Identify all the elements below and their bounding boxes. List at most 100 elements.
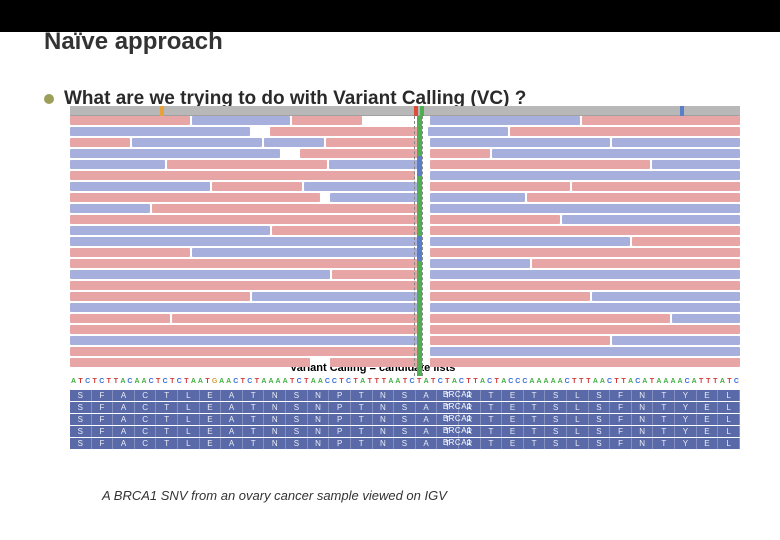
- sequence-base: A: [275, 376, 282, 387]
- sequence-base: A: [543, 376, 550, 387]
- sequence-base: T: [613, 376, 620, 387]
- sequence-base: A: [655, 376, 662, 387]
- aligned-read: [430, 314, 670, 323]
- aligned-read: [70, 149, 280, 158]
- aligned-read: [272, 226, 417, 235]
- aligned-read: [572, 182, 740, 191]
- sequence-base: T: [338, 376, 345, 387]
- aligned-read: [70, 215, 417, 224]
- sequence-base: T: [472, 376, 479, 387]
- sequence-base: T: [380, 376, 387, 387]
- sequence-base: A: [557, 376, 564, 387]
- aligned-read: [304, 182, 417, 191]
- aligned-read: [582, 116, 740, 125]
- sequence-base: C: [486, 376, 493, 387]
- ruler-mark: [420, 106, 424, 116]
- sequence-base: C: [733, 376, 740, 387]
- sequence-base: A: [500, 376, 507, 387]
- aligned-read: [192, 248, 417, 257]
- aligned-read: [70, 138, 130, 147]
- aligned-read: [428, 127, 508, 136]
- sequence-base: A: [190, 376, 197, 387]
- aa-track-label: BRCA1: [443, 402, 472, 411]
- sequence-base: A: [691, 376, 698, 387]
- sequence-base: T: [91, 376, 98, 387]
- sequence-base: C: [162, 376, 169, 387]
- sequence-base: C: [564, 376, 571, 387]
- igv-reads-pane: allila Variant Calling = candidate lists: [70, 116, 740, 376]
- sequence-base: T: [289, 376, 296, 387]
- sequence-base: T: [239, 376, 246, 387]
- sequence-base: C: [126, 376, 133, 387]
- aligned-read: [70, 347, 417, 356]
- aligned-read: [70, 303, 417, 312]
- aligned-read: [332, 270, 417, 279]
- aligned-read: [592, 292, 740, 301]
- sequence-base: C: [324, 376, 331, 387]
- aligned-read: [430, 215, 560, 224]
- sequence-base: A: [627, 376, 634, 387]
- aligned-read: [430, 226, 740, 235]
- sequence-base: T: [648, 376, 655, 387]
- sequence-base: A: [141, 376, 148, 387]
- sequence-base: T: [373, 376, 380, 387]
- sequence-base: A: [592, 376, 599, 387]
- aligned-read: [652, 160, 740, 169]
- aligned-read: [430, 193, 525, 202]
- sequence-base: C: [514, 376, 521, 387]
- sequence-base: T: [620, 376, 627, 387]
- aligned-read: [430, 248, 740, 257]
- aligned-read: [430, 237, 630, 246]
- aa-track-label: BRCA1: [443, 414, 472, 423]
- aligned-read: [70, 226, 270, 235]
- sequence-base: C: [345, 376, 352, 387]
- aligned-read: [70, 182, 210, 191]
- aligned-read: [252, 292, 417, 301]
- aligned-read: [430, 182, 570, 191]
- sequence-base: A: [317, 376, 324, 387]
- sequence-base: A: [599, 376, 606, 387]
- aligned-read: [70, 314, 170, 323]
- sequence-base: T: [705, 376, 712, 387]
- sequence-base: T: [204, 376, 211, 387]
- aligned-read: [70, 204, 150, 213]
- sequence-base: A: [133, 376, 140, 387]
- sequence-base: C: [606, 376, 613, 387]
- aligned-read: [430, 149, 490, 158]
- aligned-read: [430, 171, 740, 180]
- aligned-read: [632, 237, 740, 246]
- sequence-base: A: [677, 376, 684, 387]
- aligned-read: [70, 358, 310, 367]
- aligned-read: [70, 237, 417, 246]
- aligned-read: [70, 248, 190, 257]
- sequence-base: T: [571, 376, 578, 387]
- sequence-base: A: [528, 376, 535, 387]
- aligned-read: [70, 270, 330, 279]
- aligned-read: [172, 314, 417, 323]
- sequence-base: A: [267, 376, 274, 387]
- aligned-read: [270, 127, 418, 136]
- sequence-base: C: [458, 376, 465, 387]
- sequence-base: T: [112, 376, 119, 387]
- sequence-base: T: [155, 376, 162, 387]
- aligned-read: [430, 204, 740, 213]
- sequence-base: C: [84, 376, 91, 387]
- aa-track-label: BRCA1: [443, 438, 472, 447]
- igv-panel: allila Variant Calling = candidate lists…: [70, 106, 740, 466]
- aa-track: SFACTLEATNSNPTNSATRTETSLSFNTYELBRCA1: [70, 413, 740, 425]
- aligned-read: [70, 116, 190, 125]
- aligned-read: [70, 336, 417, 345]
- aa-track: SFACTLEATNSNPTNSATRTETSLSFNTYELBRCA1: [70, 437, 740, 449]
- aligned-read: [510, 127, 740, 136]
- sequence-base: T: [578, 376, 585, 387]
- sequence-base: T: [169, 376, 176, 387]
- aligned-read: [167, 160, 327, 169]
- aligned-read: [532, 259, 740, 268]
- sequence-base: A: [119, 376, 126, 387]
- sequence-base: A: [535, 376, 542, 387]
- sequence-base: A: [260, 376, 267, 387]
- sequence-base: T: [726, 376, 733, 387]
- aligned-read: [70, 193, 320, 202]
- aligned-read: [430, 303, 740, 312]
- aligned-read: [329, 160, 418, 169]
